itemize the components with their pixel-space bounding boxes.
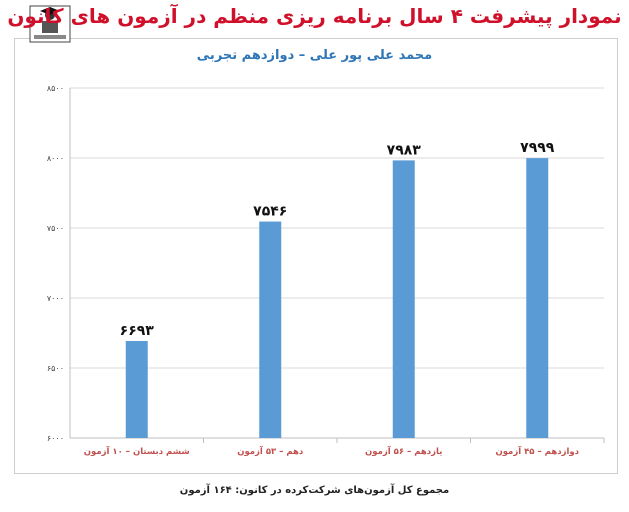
footer-note: مجموع کل آزمون‌های شرکت‌کرده در کانون: ۱… xyxy=(179,485,450,496)
y-tick-label: ۸۰۰۰ xyxy=(47,154,64,163)
chart-frame xyxy=(14,38,618,474)
bar xyxy=(125,340,148,438)
x-tick-label: دوازدهم – ۴۵ آزمون xyxy=(495,445,579,457)
bar xyxy=(259,221,282,438)
bar xyxy=(526,158,549,438)
data-label: ۶۶۹۳ xyxy=(120,323,155,339)
chart-subtitle: محمد علی پور علی – دوازدهم تجربی xyxy=(196,48,433,63)
data-label: ۷۹۹۹ xyxy=(520,140,555,156)
y-tick-label: ۶۰۰۰ xyxy=(47,434,64,443)
kanoon-logo xyxy=(29,5,71,43)
data-label: ۷۵۴۶ xyxy=(253,204,287,220)
y-tick-label: ۸۵۰۰ xyxy=(47,84,64,93)
x-tick-label: یازدهم – ۵۶ آزمون xyxy=(365,445,442,457)
y-tick-label: ۷۵۰۰ xyxy=(47,224,64,233)
x-tick-label: ششم دبستان – ۱۰ آزمون xyxy=(84,445,190,457)
bar xyxy=(392,160,415,438)
data-label: ۷۹۸۳ xyxy=(387,142,422,158)
y-tick-label: ۷۰۰۰ xyxy=(47,294,64,303)
x-tick-label: دهم – ۵۳ آزمون xyxy=(237,445,304,457)
page-title: نمودار پیشرفت ۴ سال برنامه ریزی منظم در … xyxy=(7,4,622,28)
y-tick-label: ۶۵۰۰ xyxy=(47,364,64,373)
